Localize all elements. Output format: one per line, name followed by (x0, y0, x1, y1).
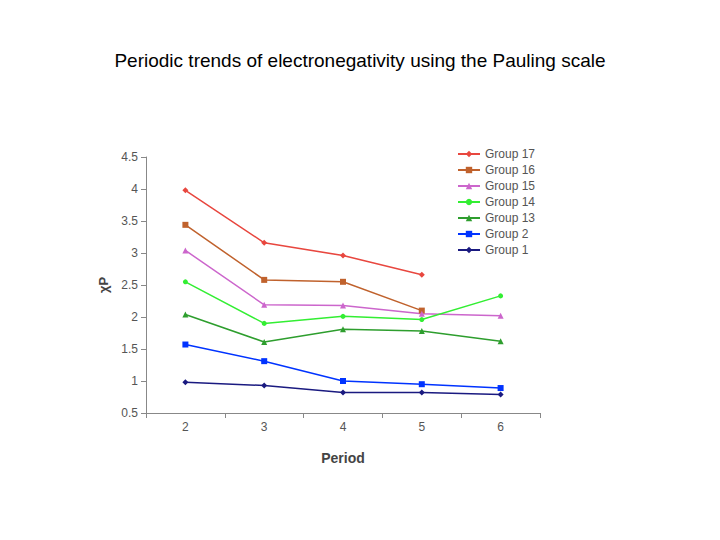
svg-text:Group 1: Group 1 (485, 243, 529, 257)
svg-text:3: 3 (131, 246, 138, 260)
svg-text:6: 6 (497, 420, 504, 434)
svg-text:4.5: 4.5 (121, 150, 138, 164)
svg-text:Group 14: Group 14 (485, 195, 535, 209)
svg-text:Group 16: Group 16 (485, 163, 535, 177)
svg-text:3: 3 (261, 420, 268, 434)
svg-text:Period: Period (321, 450, 365, 466)
svg-text:Periodic trends of electronega: Periodic trends of electronegativity usi… (114, 50, 605, 71)
svg-text:Group 15: Group 15 (485, 179, 535, 193)
svg-text:2: 2 (182, 420, 189, 434)
svg-text:4: 4 (131, 182, 138, 196)
svg-text:2: 2 (131, 310, 138, 324)
svg-text:4: 4 (340, 420, 347, 434)
svg-text:5: 5 (418, 420, 425, 434)
svg-text:2.5: 2.5 (121, 278, 138, 292)
svg-text:1: 1 (131, 374, 138, 388)
svg-text:Group 13: Group 13 (485, 211, 535, 225)
svg-text:3.5: 3.5 (121, 214, 138, 228)
svg-text:0.5: 0.5 (121, 406, 138, 420)
svg-text:Group 17: Group 17 (485, 147, 535, 161)
svg-text:Group 2: Group 2 (485, 227, 529, 241)
svg-text:χP: χP (96, 277, 111, 293)
svg-text:1.5: 1.5 (121, 342, 138, 356)
